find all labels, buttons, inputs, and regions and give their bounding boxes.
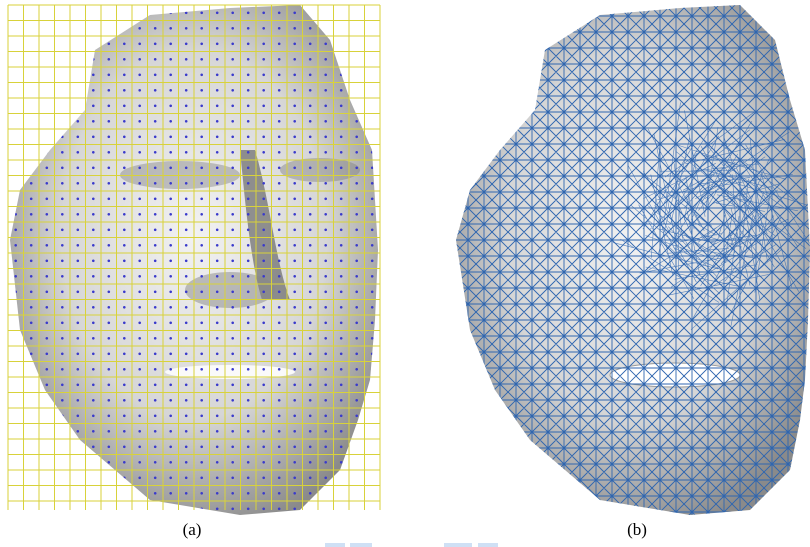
panel-a [8, 5, 380, 515]
figure: (a) (b) [0, 0, 810, 547]
artifact-bars [325, 543, 498, 547]
panel-label: (b) [627, 520, 647, 539]
panel-label: (a) [183, 520, 202, 539]
panel-b [452, 0, 810, 528]
